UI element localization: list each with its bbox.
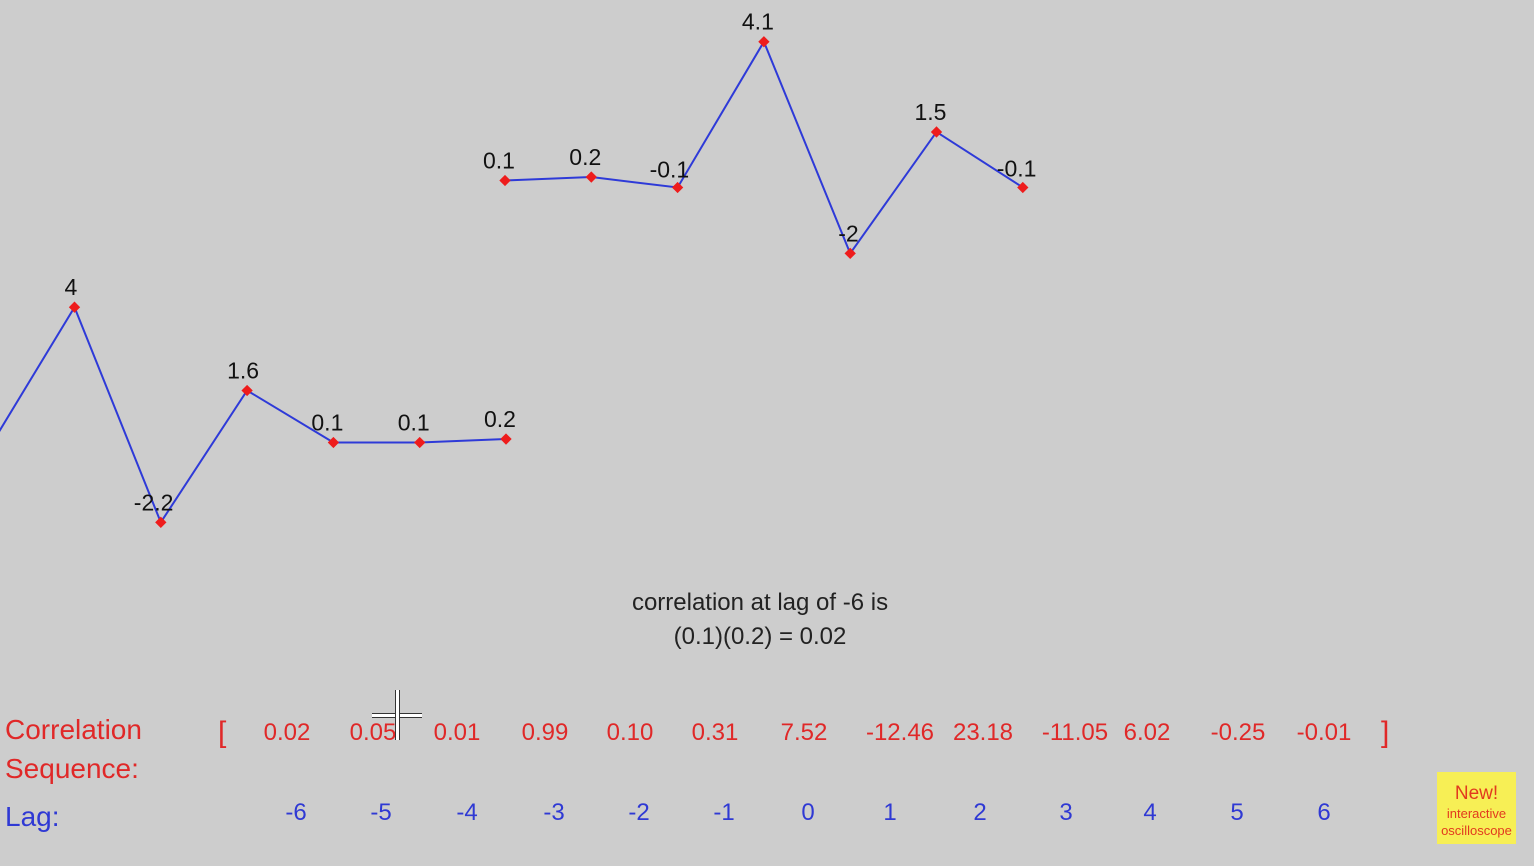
series-1-point-label-3: -0.1 xyxy=(650,156,690,182)
series-2-line xyxy=(0,304,507,525)
badge-line-3: oscilloscope xyxy=(1441,823,1512,838)
lag-value-11: 4 xyxy=(1143,799,1157,826)
lag-value-1: -6 xyxy=(285,799,307,826)
lag-value-10: 3 xyxy=(1059,799,1073,826)
lag-value-5: -2 xyxy=(628,799,650,826)
correlation-value-8: -12.46 xyxy=(865,719,935,746)
new-oscilloscope-badge[interactable]: New! interactive oscilloscope xyxy=(1437,772,1516,844)
series-1-point-label-1: 0.1 xyxy=(483,148,515,174)
lag-value-2: -5 xyxy=(370,799,392,826)
lag-value-6: -1 xyxy=(713,799,735,826)
series-2-point-label-7: 0.2 xyxy=(484,406,516,432)
caption-line-1: correlation at lag of -6 is xyxy=(631,589,889,616)
correlation-caption: correlation at lag of -6 is (0.1)(0.2) =… xyxy=(560,586,960,654)
correlation-value-3: 0.01 xyxy=(433,719,481,746)
series-1-point-3 xyxy=(671,181,684,194)
lag-value-9: 2 xyxy=(973,799,987,826)
series-2-point-label-3: -2.2 xyxy=(134,489,174,515)
series-1-point-label-5: -2 xyxy=(838,220,858,246)
series-2-point-label-2: 4 xyxy=(65,274,78,300)
lag-value-3: -4 xyxy=(456,799,478,826)
series-1-point-5 xyxy=(844,247,856,260)
series-1-point-2 xyxy=(585,171,597,183)
correlation-value-12: -0.25 xyxy=(1210,719,1266,746)
series-1-point-label-6: 1.5 xyxy=(915,99,947,125)
lag-value-12: 5 xyxy=(1230,799,1244,826)
correlation-value-10: -11.05 xyxy=(1041,719,1109,746)
correlation-value-13: -0.01 xyxy=(1296,719,1352,746)
lag-value-13: 6 xyxy=(1317,799,1331,826)
lag-value-7: 0 xyxy=(801,799,815,826)
badge-line-2: interactive xyxy=(1446,806,1507,821)
correlation-value-1: 0.02 xyxy=(263,719,311,746)
correlation-value-11: 6.02 xyxy=(1123,719,1171,746)
badge-new-text: New! xyxy=(1454,783,1499,804)
series-2-point-4 xyxy=(241,384,253,397)
series-1-point-1 xyxy=(499,174,511,187)
series-1-point-4 xyxy=(758,36,770,48)
series-2-point-label-5: 0.1 xyxy=(311,410,343,436)
series-1-point-7 xyxy=(1017,181,1029,194)
series-2-point-label-4: 1.6 xyxy=(227,357,259,383)
caption-line-2: (0.1)(0.2) = 0.02 xyxy=(673,623,847,650)
series-2-point-2 xyxy=(68,301,81,313)
correlation-value-5: 0.10 xyxy=(606,719,654,746)
signal-plot: 0.1 0.2 -0.1 4.1 -2 1.5 -0.1 4 -2.2 1.6 0.1 0.1 0.2 xyxy=(0,9,1037,528)
series-2-point-5 xyxy=(327,436,340,449)
sequence-open-bracket: [ xyxy=(218,716,227,749)
correlation-value-4: 0.99 xyxy=(521,719,569,746)
correlation-value-2: 0.05 xyxy=(349,719,397,746)
series-2-point-7 xyxy=(500,433,512,445)
lag-value-4: -3 xyxy=(543,799,565,826)
series-1-point-label-2: 0.2 xyxy=(569,144,601,170)
correlation-value-6: 0.31 xyxy=(691,719,739,746)
lag-label: Lag: xyxy=(5,801,60,832)
correlation-sequence-label: Correlation Sequence: xyxy=(5,710,142,788)
series-2-point-3 xyxy=(155,516,167,528)
series-1-point-label-4: 4.1 xyxy=(742,9,774,35)
correlation-label-line-1: Correlation xyxy=(5,714,142,745)
series-1-point-label-7: -0.1 xyxy=(997,155,1037,181)
crosshair-cursor-icon xyxy=(372,690,422,740)
lag-value-8: 1 xyxy=(883,799,897,826)
sequence-close-bracket: ] xyxy=(1381,716,1390,749)
correlation-value-9: 23.18 xyxy=(952,719,1014,746)
correlation-value-7: 7.52 xyxy=(780,719,828,746)
series-2-point-6 xyxy=(414,436,426,449)
correlation-label-line-2: Sequence: xyxy=(5,753,139,784)
series-2-point-label-6: 0.1 xyxy=(398,410,430,436)
